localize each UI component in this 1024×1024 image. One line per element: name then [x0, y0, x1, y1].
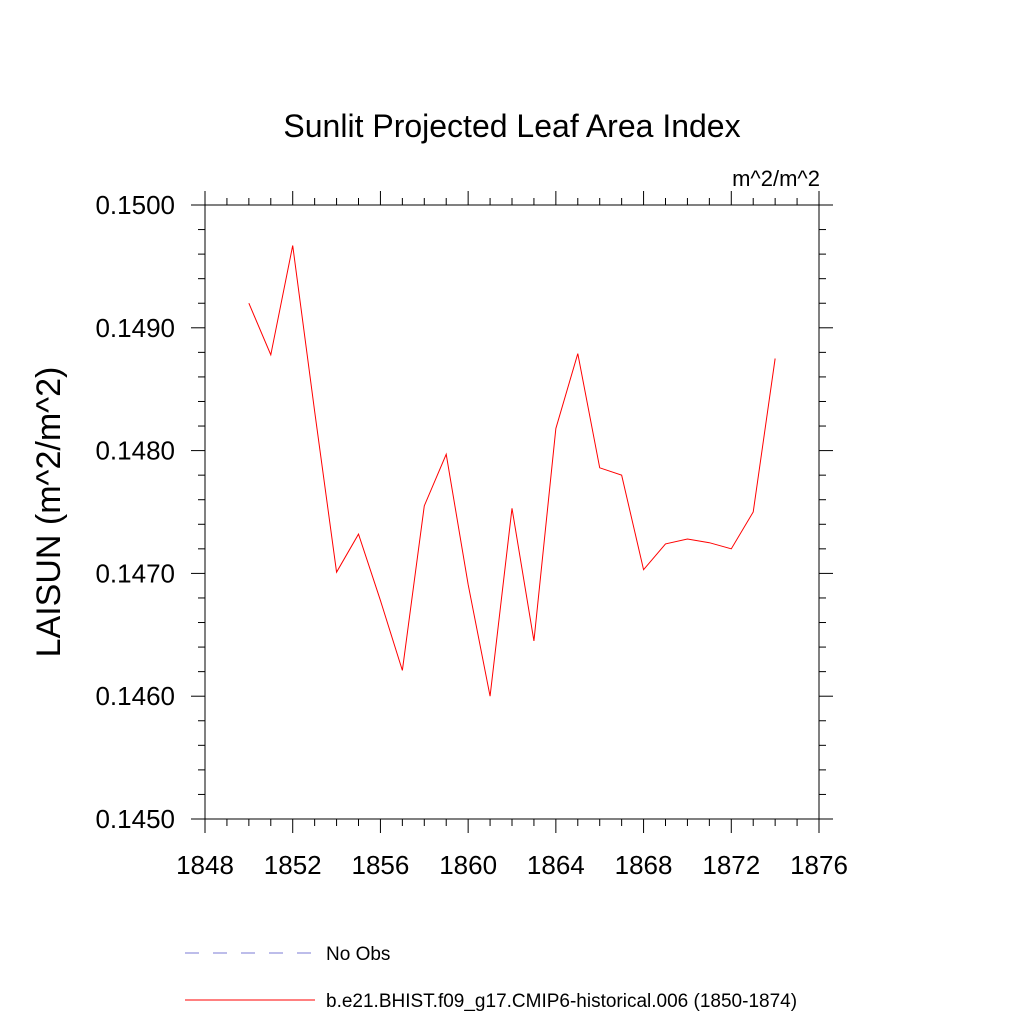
y-tick-label: 0.1460: [95, 681, 175, 711]
y-tick-label: 0.1500: [95, 190, 175, 220]
y-tick-label: 0.1450: [95, 804, 175, 834]
x-tick-label: 1872: [702, 850, 760, 880]
x-tick-label: 1876: [790, 850, 848, 880]
legend-label-model: b.e21.BHIST.f09_g17.CMIP6-historical.006…: [326, 991, 797, 1012]
x-tick-label: 1852: [264, 850, 322, 880]
x-tick-label: 1848: [176, 850, 234, 880]
legend: No Obs b.e21.BHIST.f09_g17.CMIP6-histori…: [185, 944, 797, 1012]
y-tick-label: 0.1490: [95, 313, 175, 343]
y-tick-label: 0.1470: [95, 558, 175, 588]
units-label: m^2/m^2: [732, 166, 820, 191]
series-lines: [248, 245, 776, 697]
series-line-1: [248, 245, 776, 697]
x-tick-label: 1864: [527, 850, 585, 880]
y-axis-label: LAISUN (m^2/m^2): [30, 367, 68, 658]
y-tick-label: 0.1480: [95, 436, 175, 466]
y-tick-labels: 0.1450 0.1460 0.1470 0.1480 0.1490 0.1500: [95, 190, 175, 834]
plot-frame: [204, 204, 820, 820]
x-tick-labels: 1848 1852 1856 1860 1864 1868 1872 1876: [176, 850, 848, 880]
legend-label-no-obs: No Obs: [326, 944, 390, 965]
x-tick-label: 1868: [615, 850, 673, 880]
axis-ticks: [191, 191, 833, 833]
x-tick-label: 1860: [439, 850, 497, 880]
x-tick-label: 1856: [352, 850, 410, 880]
chart-title: Sunlit Projected Leaf Area Index: [283, 108, 740, 144]
